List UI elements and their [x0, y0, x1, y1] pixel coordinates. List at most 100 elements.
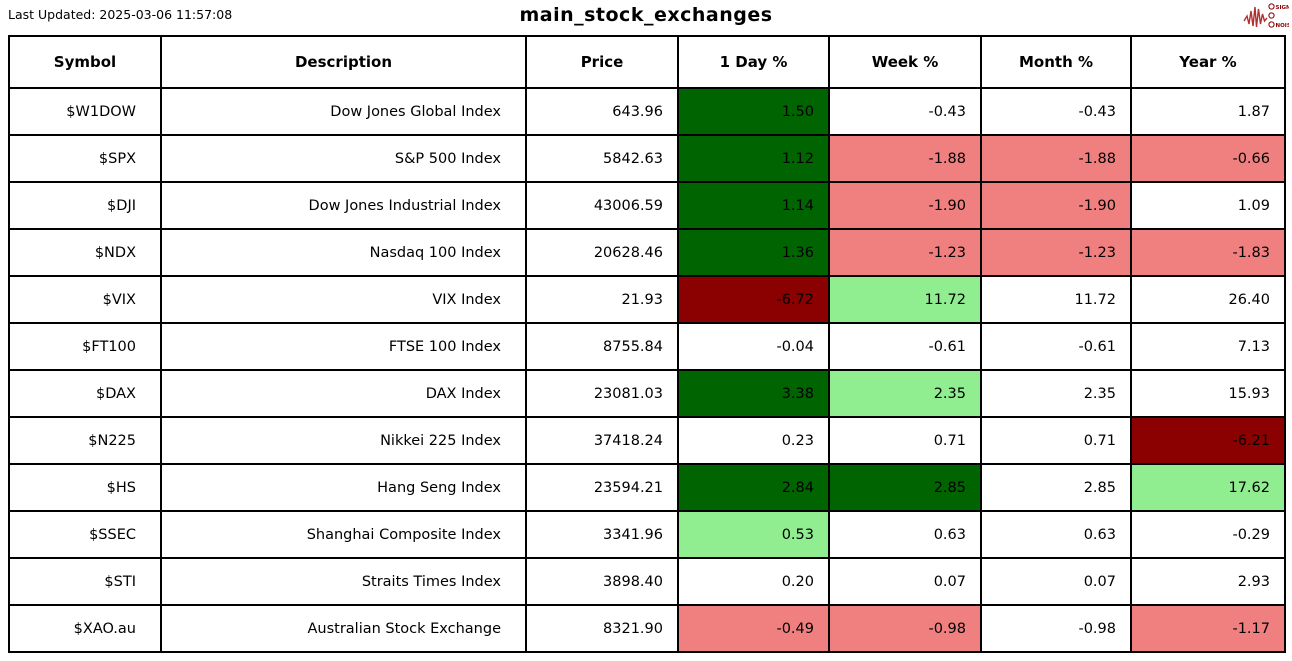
price-cell: 3341.96	[525, 510, 679, 559]
month-percent-cell: 0.63	[980, 510, 1132, 559]
symbol-cell: $VIX	[8, 275, 162, 324]
week-percent-cell: -0.98	[828, 604, 982, 653]
day-percent-cell: 0.23	[677, 416, 830, 465]
week-percent-cell: 11.72	[828, 275, 982, 324]
signal-noise-logo: SIGNAL NOISE	[1243, 3, 1290, 29]
waveform-icon	[1243, 6, 1268, 28]
symbol-cell: $W1DOW	[8, 87, 162, 136]
month-percent-cell: -0.43	[980, 87, 1132, 136]
price-cell: 23594.21	[525, 463, 679, 512]
description-cell: Australian Stock Exchange	[160, 604, 527, 653]
symbol-cell: $NDX	[8, 228, 162, 277]
year-percent-cell: -6.21	[1130, 416, 1286, 465]
week-percent-cell: 0.63	[828, 510, 982, 559]
description-cell: Nikkei 225 Index	[160, 416, 527, 465]
year-percent-cell: 2.93	[1130, 557, 1286, 606]
description-cell: Straits Times Index	[160, 557, 527, 606]
column-header-price: Price	[525, 35, 679, 89]
column-header-year: Year %	[1130, 35, 1286, 89]
description-cell: Dow Jones Global Index	[160, 87, 527, 136]
description-cell: DAX Index	[160, 369, 527, 418]
table-row-ft100: $FT100 FTSE 100 Index 8755.84 -0.04 -0.61 -0.…	[8, 322, 1286, 371]
logo-signal-text: SIGNAL	[1276, 5, 1290, 11]
logo-badge-middle	[1268, 12, 1275, 19]
month-percent-cell: -1.88	[980, 134, 1132, 183]
year-percent-cell: -0.29	[1130, 510, 1286, 559]
column-header-month: Month %	[980, 35, 1132, 89]
description-cell: S&P 500 Index	[160, 134, 527, 183]
week-percent-cell: -1.88	[828, 134, 982, 183]
description-cell: Shanghai Composite Index	[160, 510, 527, 559]
week-percent-cell: -1.23	[828, 228, 982, 277]
day-percent-cell: -0.49	[677, 604, 830, 653]
year-percent-cell: 17.62	[1130, 463, 1286, 512]
price-cell: 8321.90	[525, 604, 679, 653]
description-cell: FTSE 100 Index	[160, 322, 527, 371]
year-percent-cell: 7.13	[1130, 322, 1286, 371]
description-cell: Dow Jones Industrial Index	[160, 181, 527, 230]
year-percent-cell: -1.17	[1130, 604, 1286, 653]
last-updated-text: Last Updated: 2025-03-06 11:57:08	[8, 7, 233, 22]
year-percent-cell: -1.83	[1130, 228, 1286, 277]
price-cell: 5842.63	[525, 134, 679, 183]
page-title: main_stock_exchanges	[519, 4, 773, 26]
symbol-cell: $XAO.au	[8, 604, 162, 653]
month-percent-cell: 2.35	[980, 369, 1132, 418]
symbol-cell: $HS	[8, 463, 162, 512]
month-percent-cell: 2.85	[980, 463, 1132, 512]
table-row-spx: $SPX S&P 500 Index 5842.63 1.12 -1.88 -1.88 -0…	[8, 134, 1286, 183]
table-row-n225: $N225 Nikkei 225 Index 37418.24 0.23 0.71 0.7…	[8, 416, 1286, 465]
column-header-description: Description	[160, 35, 527, 89]
day-percent-cell: 1.12	[677, 134, 830, 183]
day-percent-cell: 1.50	[677, 87, 830, 136]
table-row-w1dow: $W1DOW Dow Jones Global Index 643.96 1.50 -0…	[8, 87, 1286, 136]
day-percent-cell: 0.53	[677, 510, 830, 559]
price-cell: 643.96	[525, 87, 679, 136]
price-cell: 43006.59	[525, 181, 679, 230]
week-percent-cell: 0.07	[828, 557, 982, 606]
price-cell: 23081.03	[525, 369, 679, 418]
column-header-symbol: Symbol	[8, 35, 162, 89]
day-percent-cell: 1.36	[677, 228, 830, 277]
week-percent-cell: -0.61	[828, 322, 982, 371]
price-cell: 8755.84	[525, 322, 679, 371]
week-percent-cell: -0.43	[828, 87, 982, 136]
table-row-vix: $VIX VIX Index 21.93 -6.72 11.72 11.72 26.40	[8, 275, 1286, 324]
price-cell: 20628.46	[525, 228, 679, 277]
logo-noise-text: NOISE	[1276, 23, 1290, 29]
header-bar: Last Updated: 2025-03-06 11:57:08 main_s…	[0, 0, 1292, 35]
symbol-cell: $FT100	[8, 322, 162, 371]
description-cell: VIX Index	[160, 275, 527, 324]
year-percent-cell: 26.40	[1130, 275, 1286, 324]
logo-badge-bottom	[1268, 21, 1275, 28]
week-percent-cell: 2.35	[828, 369, 982, 418]
symbol-cell: $DAX	[8, 369, 162, 418]
column-header-week: Week %	[828, 35, 982, 89]
symbol-cell: $SPX	[8, 134, 162, 183]
table-row-ssec: $SSEC Shanghai Composite Index 3341.96 0.53…	[8, 510, 1286, 559]
logo-badge-top	[1268, 3, 1275, 10]
year-percent-cell: 1.09	[1130, 181, 1286, 230]
month-percent-cell: -0.98	[980, 604, 1132, 653]
week-percent-cell: -1.90	[828, 181, 982, 230]
table-row-sti: $STI Straits Times Index 3898.40 0.20 0.07 0.…	[8, 557, 1286, 606]
year-percent-cell: -0.66	[1130, 134, 1286, 183]
description-cell: Nasdaq 100 Index	[160, 228, 527, 277]
month-percent-cell: 0.07	[980, 557, 1132, 606]
month-percent-cell: -1.90	[980, 181, 1132, 230]
table-row-ndx: $NDX Nasdaq 100 Index 20628.46 1.36 -1.23 -1.…	[8, 228, 1286, 277]
price-cell: 37418.24	[525, 416, 679, 465]
symbol-cell: $DJI	[8, 181, 162, 230]
price-cell: 3898.40	[525, 557, 679, 606]
week-percent-cell: 0.71	[828, 416, 982, 465]
table-row-xao-au: $XAO.au Australian Stock Exchange 8321.90-…	[8, 604, 1286, 653]
description-cell: Hang Seng Index	[160, 463, 527, 512]
symbol-cell: $SSEC	[8, 510, 162, 559]
month-percent-cell: -1.23	[980, 228, 1132, 277]
day-percent-cell: -0.04	[677, 322, 830, 371]
day-percent-cell: -6.72	[677, 275, 830, 324]
stock-exchanges-table: Symbol Description Price 1 Day % Week % Month…	[8, 35, 1286, 653]
symbol-cell: $STI	[8, 557, 162, 606]
day-percent-cell: 0.20	[677, 557, 830, 606]
day-percent-cell: 3.38	[677, 369, 830, 418]
